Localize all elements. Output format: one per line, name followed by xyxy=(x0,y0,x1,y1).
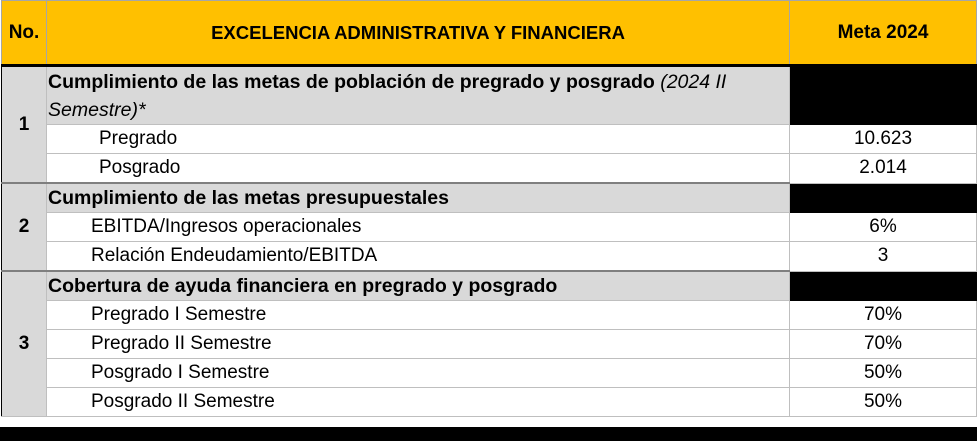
bottom-border-bar xyxy=(0,427,977,441)
group-title: Cumplimiento de las metas presupuestales xyxy=(46,182,790,213)
group-number: 1 xyxy=(1,64,47,184)
redacted-cell xyxy=(789,65,977,125)
row-value: 3 xyxy=(789,241,977,272)
row-value: 10.623 xyxy=(789,124,977,154)
row-value: 70% xyxy=(789,300,977,330)
header-row: No. EXCELENCIA ADMINISTRATIVA Y FINANCIE… xyxy=(1,0,977,67)
row-value: 50% xyxy=(789,358,977,388)
row-label: Posgrado I Semestre xyxy=(46,358,790,388)
table-row: Pregrado II Semestre 70% xyxy=(2,329,977,359)
goals-table: No. EXCELENCIA ADMINISTRATIVA Y FINANCIE… xyxy=(1,0,977,417)
group-row: 3 Cobertura de ayuda financiera en pregr… xyxy=(1,270,977,417)
row-label: Pregrado xyxy=(46,124,790,154)
row-label: EBITDA/Ingresos operacionales xyxy=(46,212,790,242)
table-row: Pregrado I Semestre 70% xyxy=(2,300,977,330)
row-label: Relación Endeudamiento/EBITDA xyxy=(46,241,790,272)
row-value: 50% xyxy=(789,387,977,417)
table-row: Relación Endeudamiento/EBITDA 3 xyxy=(2,241,977,272)
row-value: 70% xyxy=(789,329,977,359)
table-row: Posgrado 2.014 xyxy=(2,153,977,184)
column-header-meta: Meta 2024 xyxy=(789,0,977,67)
table-row: Posgrado I Semestre 50% xyxy=(2,358,977,388)
row-value: 6% xyxy=(789,212,977,242)
group-title: Cumplimiento de las metas de población d… xyxy=(46,64,790,125)
group-number: 2 xyxy=(1,182,47,272)
redacted-cell xyxy=(789,182,977,213)
table-row: Pregrado 10.623 xyxy=(2,124,977,154)
group-title: Cobertura de ayuda financiera en pregrad… xyxy=(46,270,790,301)
group-title-text: Cumplimiento de las metas de población d… xyxy=(48,70,655,93)
row-value: 2.014 xyxy=(789,153,977,184)
group-number: 3 xyxy=(1,270,47,417)
group-row: 2 Cumplimiento de las metas presupuestal… xyxy=(1,182,977,272)
row-label: Pregrado II Semestre xyxy=(46,329,790,359)
column-header-title: EXCELENCIA ADMINISTRATIVA Y FINANCIERA xyxy=(46,0,790,67)
table-row: EBITDA/Ingresos operacionales 6% xyxy=(2,212,977,242)
row-label: Posgrado II Semestre xyxy=(46,387,790,417)
group-row: 1 Cumplimiento de las metas de población… xyxy=(1,64,977,184)
group-title-note: (2024 II Semestre)* xyxy=(48,70,727,121)
column-header-no: No. xyxy=(1,0,47,67)
row-label: Pregrado I Semestre xyxy=(46,300,790,330)
redacted-cell xyxy=(789,270,977,301)
row-label: Posgrado xyxy=(46,153,790,184)
table-row: Posgrado II Semestre 50% xyxy=(2,387,977,417)
